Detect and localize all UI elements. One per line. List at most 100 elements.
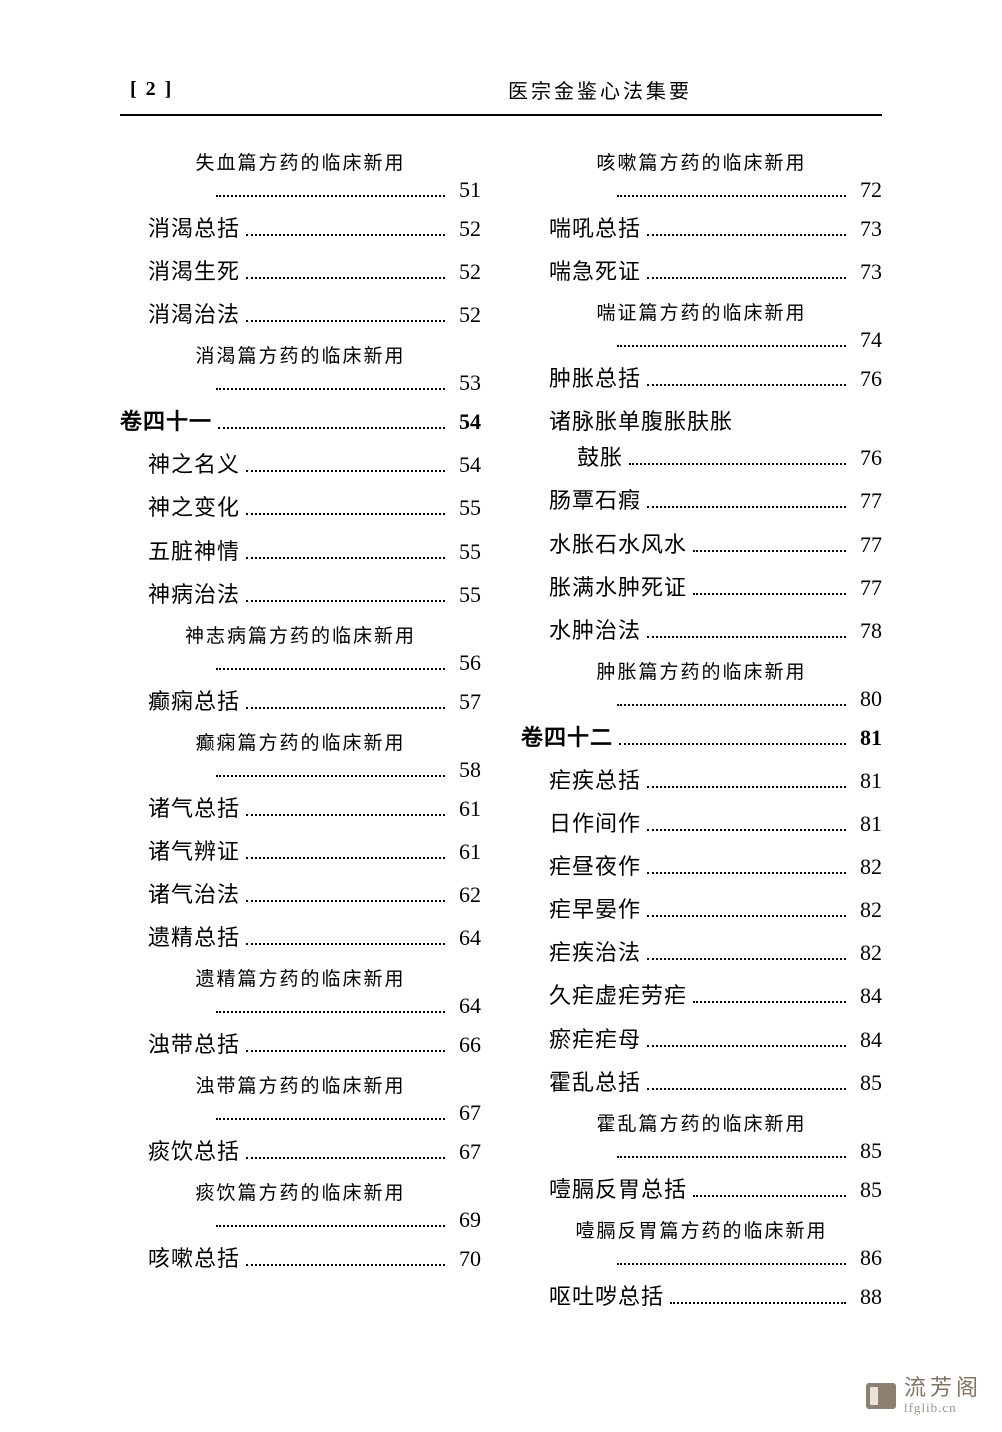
toc-subheading: 遗精篇方药的临床新用 [120,964,481,991]
toc-entry: 喘急死证 73 [521,255,882,289]
toc-page-number: 57 [451,685,481,719]
toc-page-number: 55 [451,535,481,569]
toc-entry-label: 神之变化 [148,491,240,525]
page-header: [ 2 ] 医宗金鉴心法集要 [120,75,882,116]
leader-dots [617,704,846,706]
toc-page-number: 70 [451,1242,481,1276]
leader-dots [670,1302,846,1304]
leader-dots [246,943,445,945]
toc-entry-label: 肿胀总括 [549,362,641,396]
toc-entry-wrapped: 诸脉胀单腹胀肤胀 [521,405,882,439]
toc-page-number: 56 [451,650,481,676]
leader-dots [246,277,445,279]
leader-dots [693,1195,846,1197]
toc-page-number: 55 [451,578,481,612]
toc-entry-label: 消渴治法 [148,298,240,332]
toc-entry-label: 霍乱总括 [549,1066,641,1100]
toc-entry-label: 遗精总括 [148,921,240,955]
toc-subheading-page-line: 67 [120,1100,481,1126]
toc-page-number: 61 [451,792,481,826]
toc-entry-label: 神病治法 [148,578,240,612]
toc-entry-label: 痰饮总括 [148,1135,240,1169]
leader-dots [216,195,445,197]
toc-entry: 疟疾治法82 [521,936,882,970]
toc-entry: 肠覃石瘕77 [521,484,882,518]
toc-subheading: 噎膈反胃篇方药的临床新用 [521,1216,882,1243]
toc-page-number: 55 [451,491,481,525]
toc-page-number: 58 [451,757,481,783]
toc-page-number: 78 [852,614,882,648]
toc-entry: 消渴生死 52 [120,255,481,289]
toc-page-number: 84 [852,1023,882,1057]
toc-entry-label: 消渴生死 [148,255,240,289]
toc-subheading: 浊带篇方药的临床新用 [120,1071,481,1098]
toc-entry-label: 五脏神情 [148,535,240,569]
leader-dots [246,600,445,602]
leader-dots [617,1156,846,1158]
toc-entry-label: 喘急死证 [549,255,641,289]
toc-entry-label: 癫痫总括 [148,685,240,719]
leader-dots [218,427,445,429]
toc-page-number: 81 [852,764,882,798]
toc-page-number: 77 [852,528,882,562]
leader-dots [693,1001,846,1003]
toc-entry: 神之变化 55 [120,491,481,525]
leader-dots [216,775,445,777]
toc-entry-label: 水肿治法 [549,614,641,648]
leader-dots [246,234,445,236]
toc-page-number: 67 [451,1100,481,1126]
toc-entry: 噎膈反胃总括85 [521,1173,882,1207]
leader-dots [647,1088,846,1090]
toc-entry-label: 卷四十一 [120,405,212,439]
toc-entry-label: 疟昼夜作 [549,850,641,884]
leader-dots [216,388,445,390]
toc-entry: 肿胀总括 76 [521,362,882,396]
toc-page-number: 80 [852,686,882,712]
toc-entry: 疟昼夜作82 [521,850,882,884]
leader-dots [246,707,445,709]
toc-entry: 呕吐哕总括88 [521,1280,882,1314]
toc-entry: 胀满水肿死证77 [521,571,882,605]
toc-subheading: 痰饮篇方药的临床新用 [120,1178,481,1205]
toc-page-number: 64 [451,921,481,955]
toc-subheading: 喘证篇方药的临床新用 [521,298,882,325]
toc-entry-label: 胀满水肿死证 [549,571,687,605]
toc-subheading: 神志病篇方药的临床新用 [120,621,481,648]
toc-entry-label: 久疟虚疟劳疟 [549,979,687,1013]
toc-page-number: 72 [852,177,882,203]
toc-page-number: 67 [451,1135,481,1169]
leader-dots [647,506,846,508]
page-number: [ 2 ] [130,78,173,101]
toc-entry: 消渴治法 52 [120,298,481,332]
leader-dots [216,1011,445,1013]
watermark: 流芳阁 lfglib.cn [866,1377,982,1414]
toc-page-number: 82 [852,893,882,927]
leader-dots [246,470,445,472]
toc-entry-label: 疟早晏作 [549,893,641,927]
watermark-en: lfglib.cn [904,1401,982,1414]
leader-dots [647,636,846,638]
toc-subheading-page-line: 74 [521,327,882,353]
leader-dots [617,1263,846,1265]
leader-dots [647,958,846,960]
toc-page-number: 81 [852,807,882,841]
toc-subheading: 消渴篇方药的临床新用 [120,341,481,368]
toc-page-number: 85 [852,1138,882,1164]
toc-entry: 五脏神情 55 [120,535,481,569]
toc-subheading-page-line: 85 [521,1138,882,1164]
toc-entry: 霍乱总括85 [521,1066,882,1100]
toc-page-number: 54 [451,448,481,482]
toc-subheading-page-line: 56 [120,650,481,676]
toc-page-number: 73 [852,255,882,289]
toc-entry: 诸气治法62 [120,878,481,912]
toc-page-number: 61 [451,835,481,869]
toc-page-number: 76 [852,362,882,396]
toc-entry-label: 咳嗽总括 [148,1242,240,1276]
leader-dots [647,915,846,917]
book-title: 医宗金鉴心法集要 [508,75,692,104]
toc-page-number: 52 [451,255,481,289]
toc-page-number: 85 [852,1173,882,1207]
toc-entry: 诸气总括61 [120,792,481,826]
toc-subheading-page-line: 72 [521,177,882,203]
toc-page-number: 52 [451,298,481,332]
